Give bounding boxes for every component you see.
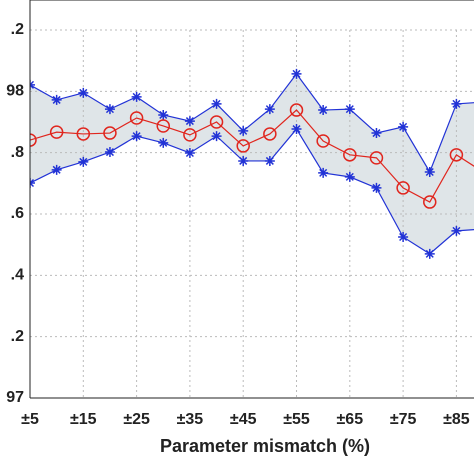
marker (78, 87, 89, 98)
marker (78, 156, 89, 167)
x-tick-label: ±85 (443, 411, 470, 428)
marker (344, 104, 355, 115)
marker (316, 134, 330, 148)
y-tick-label: .2 (11, 328, 24, 345)
x-tick-label: ±75 (390, 411, 417, 428)
marker (318, 105, 329, 116)
y-tick-label: 98 (6, 83, 24, 100)
marker (49, 125, 64, 139)
y-tick-label: .6 (11, 205, 24, 222)
marker (451, 98, 462, 109)
marker (263, 127, 277, 141)
marker (51, 164, 62, 175)
marker (104, 104, 115, 115)
y-tick-label: 97 (6, 389, 24, 406)
marker (211, 98, 222, 109)
x-tick-label: ±15 (70, 411, 97, 428)
marker (238, 155, 249, 166)
marker (238, 125, 249, 136)
marker (424, 166, 435, 177)
marker (396, 181, 410, 195)
marker (371, 182, 382, 193)
marker (291, 124, 302, 135)
marker (451, 225, 462, 236)
marker (209, 115, 224, 129)
marker (30, 133, 37, 147)
y-tick-label: .2 (11, 21, 24, 38)
marker (344, 171, 355, 182)
x-tick-label: ±45 (230, 411, 257, 428)
x-tick-label: ±5 (21, 411, 39, 428)
marker (398, 232, 409, 242)
marker (51, 94, 62, 105)
marker (369, 151, 384, 165)
x-tick-label: ±25 (123, 411, 150, 428)
marker (449, 148, 464, 162)
y-tick-label: .4 (11, 267, 24, 284)
marker (211, 131, 222, 142)
marker (158, 137, 169, 148)
marker (103, 126, 117, 140)
marker (264, 155, 275, 166)
marker (289, 103, 304, 117)
x-tick-label: ±35 (177, 411, 204, 428)
marker (158, 109, 169, 120)
y-tick-label: .8 (11, 144, 24, 161)
series-line (30, 72, 474, 174)
marker (131, 91, 142, 102)
marker (76, 127, 91, 141)
marker (264, 104, 275, 115)
marker (291, 68, 302, 79)
marker (104, 147, 115, 158)
marker (183, 128, 197, 142)
marker (156, 119, 171, 133)
x-tick-label: ±65 (337, 411, 364, 428)
marker (184, 147, 195, 158)
marker (184, 116, 195, 127)
marker (424, 248, 435, 259)
x-tick-label: ±55 (283, 411, 310, 428)
marker (371, 128, 382, 139)
marker (343, 148, 357, 162)
marker (398, 121, 409, 132)
plot-area (30, 29, 474, 398)
marker (129, 111, 144, 125)
marker (423, 195, 437, 209)
x-axis-label: Parameter mismatch (%) (160, 436, 370, 456)
marker (131, 131, 142, 142)
marker (236, 139, 250, 153)
series-line (30, 109, 474, 203)
marker (318, 167, 329, 178)
series-line (30, 128, 474, 255)
